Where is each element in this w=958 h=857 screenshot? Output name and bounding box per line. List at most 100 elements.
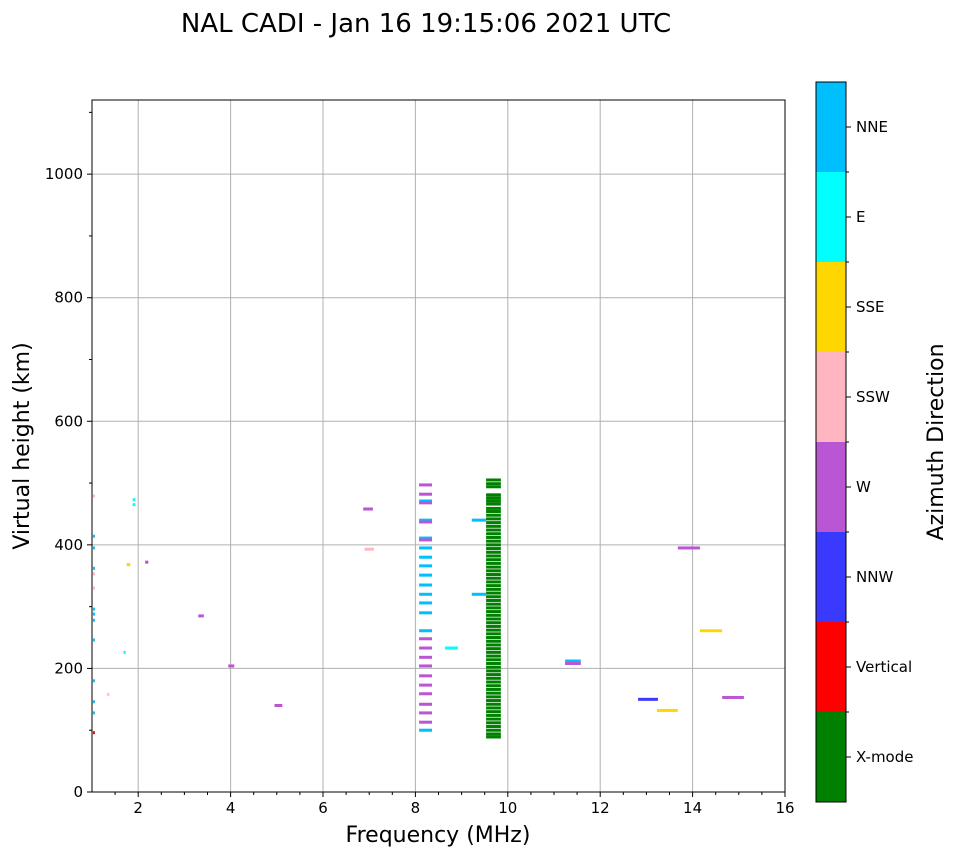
y-axis-label: Virtual height (km) <box>10 342 35 549</box>
x-tick-label: 10 <box>498 799 517 817</box>
colorbar-tick-label: SSE <box>856 298 885 316</box>
echo-mark <box>92 700 95 704</box>
echo-mark <box>92 572 95 576</box>
xmode-echo-mark <box>486 521 501 525</box>
echo-mark <box>92 607 95 611</box>
x-tick-label: 16 <box>775 799 794 817</box>
echo-mark <box>419 536 433 540</box>
colorbar-segment-ssw <box>816 352 846 442</box>
xmode-echo-mark <box>486 669 501 673</box>
y-tick-label: 1000 <box>45 165 83 183</box>
echo-mark <box>419 629 433 633</box>
echo-mark <box>419 664 433 668</box>
echo-mark <box>419 683 433 687</box>
xmode-echo-mark <box>486 654 501 658</box>
xmode-echo-mark <box>486 535 501 539</box>
xmode-echo-mark <box>486 539 501 543</box>
plot-frame <box>91 99 786 793</box>
xmode-echo-mark <box>486 591 501 595</box>
echo-mark <box>364 547 374 551</box>
xmode-echo-mark <box>486 528 501 532</box>
xmode-echo-mark <box>486 524 501 528</box>
echo-mark <box>419 564 433 568</box>
xmode-echo-mark <box>486 561 501 565</box>
xmode-echo-mark <box>486 661 501 665</box>
colorbar-tick-label: SSW <box>856 388 890 406</box>
xmode-echo-mark <box>486 643 501 647</box>
xmode-echo-mark <box>486 658 501 662</box>
xmode-echo-mark <box>486 499 501 503</box>
colorbar-segment-nne <box>816 82 846 172</box>
y-tick-label: 0 <box>73 783 83 801</box>
xmode-echo-mark <box>486 580 501 584</box>
xmode-echo-mark <box>486 502 501 506</box>
echo-mark <box>92 731 95 735</box>
echo-marks <box>92 478 744 739</box>
echo-mark <box>92 711 95 715</box>
xmode-echo-mark <box>486 632 501 636</box>
colorbar-segment-nnw <box>816 532 846 622</box>
xmode-echo-mark <box>486 710 501 714</box>
colorbar-tick-label: Vertical <box>856 658 912 676</box>
xmode-echo-mark <box>486 617 501 621</box>
echo-mark <box>132 498 136 502</box>
colorbar-segment-e <box>816 172 846 262</box>
xmode-echo-mark <box>486 713 501 717</box>
colorbar-tick-label: W <box>856 478 871 496</box>
echo-mark <box>419 546 433 550</box>
echo-mark <box>419 646 433 650</box>
xmode-echo-mark <box>486 513 501 517</box>
echo-mark <box>92 546 95 550</box>
xmode-echo-mark <box>486 636 501 640</box>
xmode-echo-mark <box>486 569 501 573</box>
echo-mark <box>92 679 95 683</box>
echo-mark <box>419 728 433 732</box>
echo-mark <box>92 618 95 622</box>
colorbar-tick-label: NNW <box>856 568 893 586</box>
xmode-echo-mark <box>486 613 501 617</box>
echo-mark <box>419 499 433 503</box>
xmode-echo-mark <box>486 485 501 489</box>
echo-mark <box>92 586 95 590</box>
xmode-echo-mark <box>486 517 501 521</box>
x-tick-label: 4 <box>226 799 236 817</box>
grid <box>92 100 786 792</box>
echo-mark <box>92 534 95 538</box>
xmode-echo-mark <box>486 576 501 580</box>
echo-mark <box>419 720 433 724</box>
echo-mark <box>638 697 658 701</box>
chart-title: NAL CADI - Jan 16 19:15:06 2021 UTC <box>181 9 671 39</box>
xmode-echo-mark <box>486 702 501 706</box>
xmode-echo-mark <box>486 706 501 710</box>
colorbar-label: Azimuth Direction <box>924 343 949 540</box>
echo-mark <box>92 638 95 642</box>
xmode-echo-mark <box>486 647 501 651</box>
echo-mark <box>198 614 204 618</box>
echo-mark <box>565 661 581 665</box>
echo-mark <box>419 492 433 496</box>
xmode-echo-mark <box>486 532 501 536</box>
echo-mark <box>471 592 487 596</box>
echo-mark <box>145 560 149 564</box>
xmode-echo-mark <box>486 721 501 725</box>
xmode-echo-mark <box>486 598 501 602</box>
xmode-echo-mark <box>486 482 501 486</box>
y-tick-label: 200 <box>54 659 83 677</box>
x-axis-label: Frequency (MHz) <box>346 823 531 848</box>
xmode-echo-mark <box>486 587 501 591</box>
echo-mark <box>419 583 433 587</box>
xmode-echo-mark <box>486 676 501 680</box>
echo-mark <box>699 629 723 633</box>
axes: 2 4 6 8 10 12 14 16 0 200 400 600 800 1000 <box>45 111 795 817</box>
echo-mark <box>419 518 433 522</box>
y-tick-label: 400 <box>54 536 83 554</box>
echo-mark <box>419 702 433 706</box>
echo-mark <box>419 674 433 678</box>
xmode-echo-mark <box>486 732 501 736</box>
xmode-echo-mark <box>486 606 501 610</box>
echo-mark <box>419 592 433 596</box>
xmode-echo-mark <box>486 584 501 588</box>
colorbar-frame <box>815 81 847 803</box>
xmode-echo-mark <box>486 550 501 554</box>
